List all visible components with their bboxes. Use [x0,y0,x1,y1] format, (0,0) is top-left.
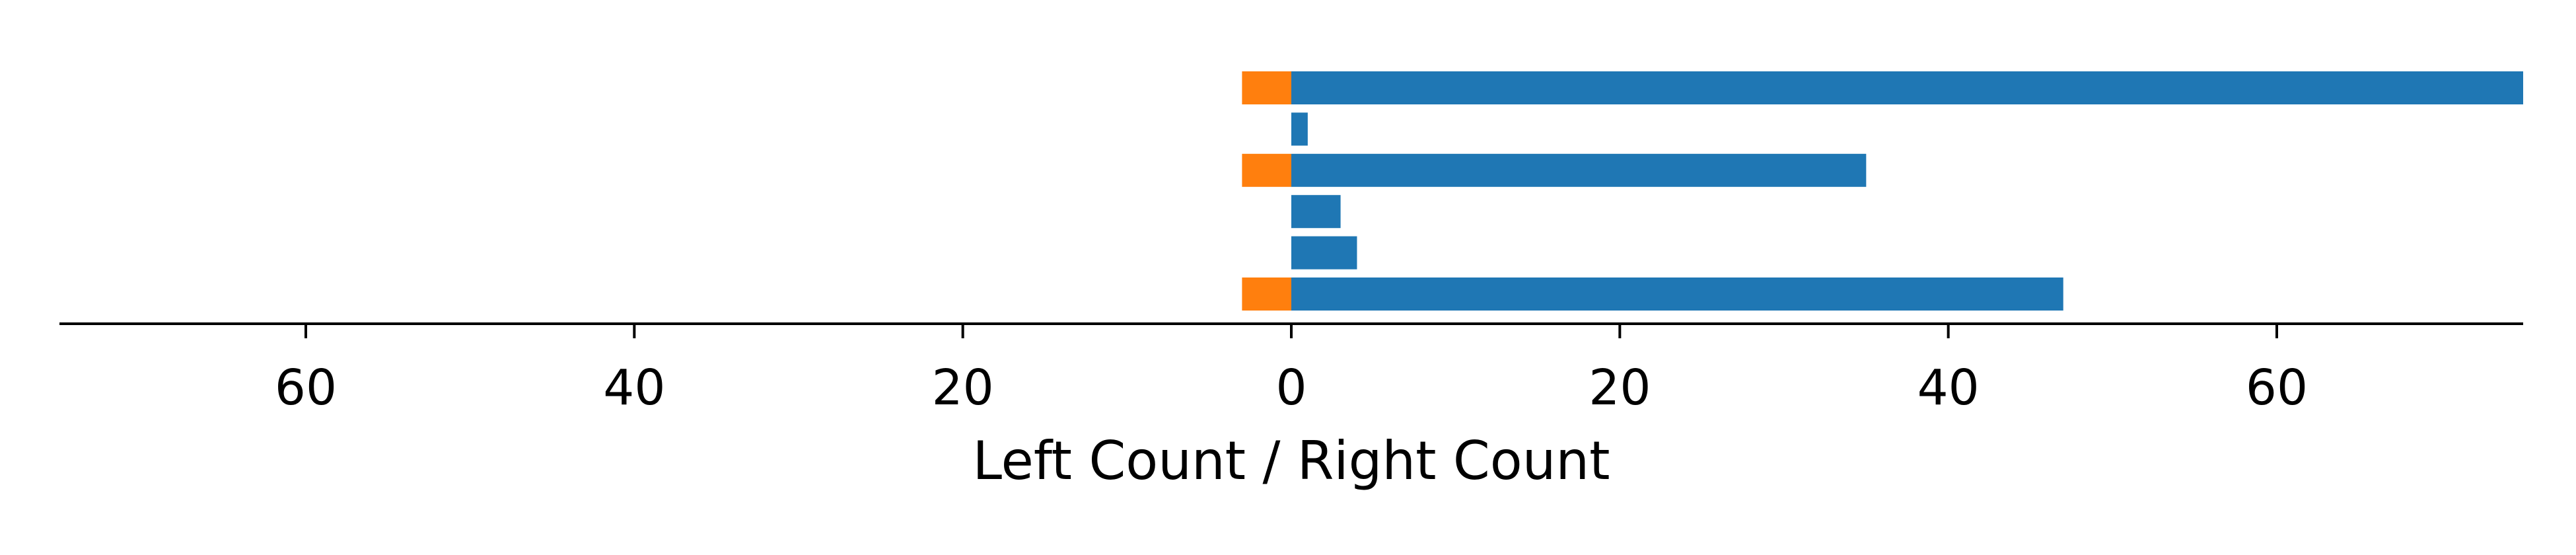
bar-right-3 [1291,195,1341,229]
bar-left-0 [1242,71,1291,104]
x-axis-label: Left Count / Right Count [973,430,1610,492]
x-tick-label: 40 [603,359,665,416]
x-tick-label: 0 [1275,359,1306,416]
x-axis-ticks: 60 40 20 0 20 40 60 [275,324,2308,416]
bar-left-2 [1242,153,1291,187]
x-tick-label: 20 [932,359,994,416]
x-tick-label: 60 [275,359,337,416]
bar-right-4 [1291,236,1357,270]
x-tick-label: 40 [1917,359,1980,416]
bar-right-0 [1291,71,2523,104]
bar-right-2 [1291,153,1867,187]
bar-right-1 [1291,112,1308,146]
x-tick-label: 20 [1589,359,1651,416]
x-tick-label: 60 [2246,359,2308,416]
bar-left-5 [1242,278,1291,311]
bars-group [1242,71,2523,311]
bar-right-5 [1291,278,2063,311]
